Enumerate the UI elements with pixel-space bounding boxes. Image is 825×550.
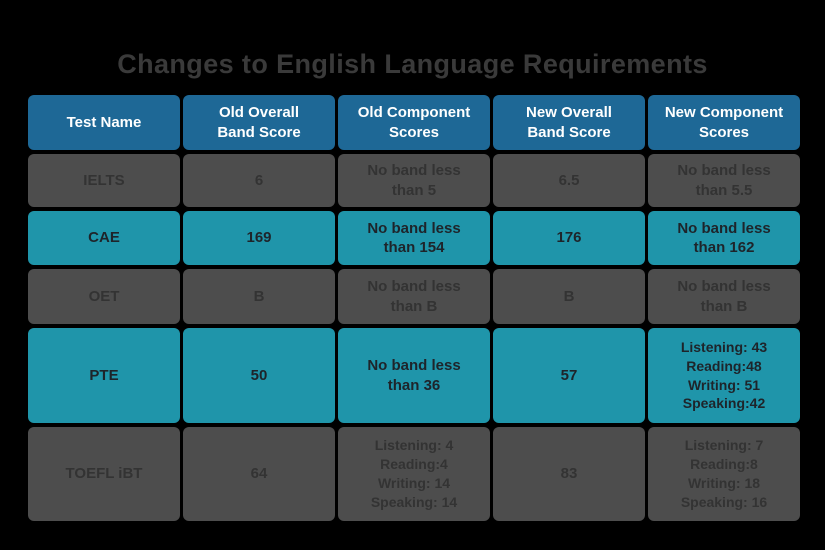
column-header-new-overall-band-score: New Overall Band Score [493,95,645,150]
cell-oet-old-overall: B [183,269,335,324]
cell-toefl-old-overall: 64 [183,427,335,521]
column-header-test-name: Test Name [28,95,180,150]
cell-toefl-new-component: Listening: 7 Reading:8 Writing: 18 Speak… [648,427,800,521]
cell-ielts-old-overall: 6 [183,154,335,207]
cell-toefl-old-component: Listening: 4 Reading:4 Writing: 14 Speak… [338,427,490,521]
cell-cae-old-overall: 169 [183,211,335,265]
cell-cae-old-component: No band less than 154 [338,211,490,265]
cell-oet-new-component: No band less than B [648,269,800,324]
cell-ielts-new-overall: 6.5 [493,154,645,207]
column-header-new-component-scores: New Component Scores [648,95,800,150]
cell-ielts-name: IELTS [28,154,180,207]
cell-pte-new-overall: 57 [493,328,645,423]
cell-pte-name: PTE [28,328,180,423]
cell-cae-new-component: No band less than 162 [648,211,800,265]
cell-ielts-old-component: No band less than 5 [338,154,490,207]
cell-cae-name: CAE [28,211,180,265]
cell-pte-old-overall: 50 [183,328,335,423]
requirements-table: Test Name Old Overall Band Score Old Com… [28,95,800,521]
cell-pte-new-component: Listening: 43 Reading:48 Writing: 51 Spe… [648,328,800,423]
cell-toefl-new-overall: 83 [493,427,645,521]
cell-pte-old-component: No band less than 36 [338,328,490,423]
column-header-old-component-scores: Old Component Scores [338,95,490,150]
cell-oet-old-component: No band less than B [338,269,490,324]
cell-toefl-name: TOEFL iBT [28,427,180,521]
cell-oet-new-overall: B [493,269,645,324]
cell-oet-name: OET [28,269,180,324]
column-header-old-overall-band-score: Old Overall Band Score [183,95,335,150]
page-title: Changes to English Language Requirements [117,49,708,79]
cell-cae-new-overall: 176 [493,211,645,265]
cell-ielts-new-component: No band less than 5.5 [648,154,800,207]
